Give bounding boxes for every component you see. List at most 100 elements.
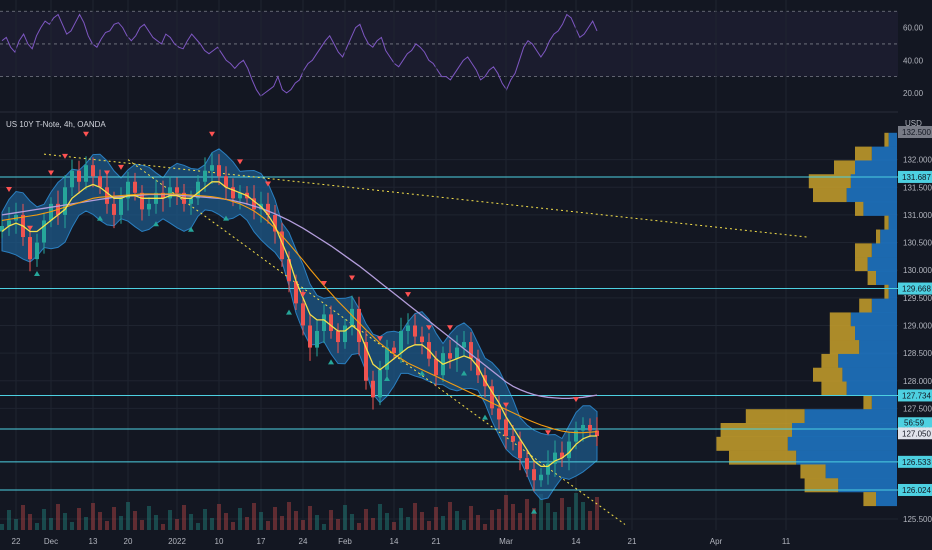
volume-bar [245,517,249,530]
candle-body [105,187,109,204]
volume-bar [259,512,263,530]
time-tick-label: 21 [432,537,441,546]
candle-body [133,181,137,193]
time-axis[interactable]: 22 Dec 13 20 2022 10 17 24 Feb 14 21 Mar 14 21 Apr 11 [12,537,791,546]
volume-bar [574,493,578,530]
volume-bar [105,521,109,530]
volume-profile-buy-bar [880,229,897,244]
sell-marker [83,131,89,137]
candle-body [70,170,74,188]
candle-body [28,237,32,260]
volume-bar [91,503,95,530]
rsi-axis[interactable]: 60.00 40.00 20.00 [903,24,924,98]
time-tick-label: 11 [782,537,791,546]
time-tick-label: 20 [124,537,133,546]
volume-bar [336,519,340,530]
volume-bar [266,521,270,530]
volume-profile-sell-bar [863,395,872,410]
volume-bar [203,509,207,530]
buy-marker [419,370,425,376]
candle-body [196,181,200,199]
candle-body [546,463,550,475]
candle-body [399,331,403,354]
volume-bar [77,508,81,530]
candle-body [140,192,144,210]
buy-marker [97,215,103,221]
volume-profile-sell-bar [720,423,792,437]
price-axis[interactable]: 132.000 131.500 131.000 130.500 130.000 129.5… [898,126,932,524]
sell-marker [62,153,68,159]
volume-bar [147,506,151,530]
volume-bar [581,502,585,530]
ma-fast-line [1,181,597,468]
volume-profile-sell-bar [800,464,826,479]
price-tick-label: 129.000 [903,321,932,330]
sell-marker [321,281,327,287]
candle-body [273,214,277,232]
sell-marker [545,430,551,436]
volume-profile-sell-bar [729,450,797,465]
volume-bar [301,520,305,530]
volume-profile-buy-bar [825,464,897,479]
volume-bar [70,522,74,530]
candle-body [567,441,571,459]
volume-bar [455,511,459,530]
volume-bar [35,523,39,530]
volume-profile-buy-bar [842,367,897,382]
time-tick-label: Feb [338,537,352,546]
horizontal-levels[interactable] [0,176,898,491]
price-tag [898,455,932,468]
volume-bar [385,513,389,530]
volume-bar [462,520,466,530]
volume-bar [287,502,291,530]
buy-marker [384,375,390,381]
volume-bar [343,505,347,530]
candle-body [322,314,326,331]
candle-body [161,192,165,199]
volume-bar [21,505,25,530]
time-tick-label: 13 [89,537,98,546]
volume-profile-sell-bar [876,229,881,244]
volume-profile-buy-bar [888,215,897,230]
volume-bar [182,505,186,530]
volume-bar [315,515,319,530]
volume-bar [511,504,515,530]
sell-marker [503,402,509,408]
volume-profile [716,132,897,507]
volume-bar [560,498,564,530]
sell-marker [377,336,383,342]
volume-bar [126,502,130,530]
volume-profile-buy-bar [871,146,897,161]
volume-bar [448,502,452,530]
volume-profile-buy-bar [888,132,897,147]
volume-bars [0,493,599,530]
volume-bar [140,520,144,530]
sell-marker [104,170,110,176]
price-tick-label: 131.000 [903,211,932,220]
price-tag-label: 126.533 [902,458,931,467]
volume-bar [329,510,333,530]
volume-profile-buy-bar [867,257,897,272]
candle-body [448,353,452,359]
volume-bar [476,515,480,530]
price-tick-label: 132.000 [903,156,932,165]
volume-profile-buy-bar [876,492,897,507]
price-tag-label: 132.500 [902,128,931,137]
volume-bar [567,507,571,530]
candle-body [434,358,438,376]
time-tick-label: Mar [499,537,513,546]
volume-profile-buy-bar [863,201,897,216]
price-tag-label: 131.687 [902,173,931,182]
volume-bar [434,507,438,530]
price-tick-label: 130.500 [903,239,932,248]
volume-bar [175,519,179,530]
candle-body [385,347,389,370]
volume-bar [322,524,326,530]
candle-body [462,342,466,348]
ma-slow-line [1,193,598,434]
volume-profile-sell-bar [804,478,839,493]
volume-profile-sell-bar [834,160,855,175]
volume-bar [119,516,123,530]
